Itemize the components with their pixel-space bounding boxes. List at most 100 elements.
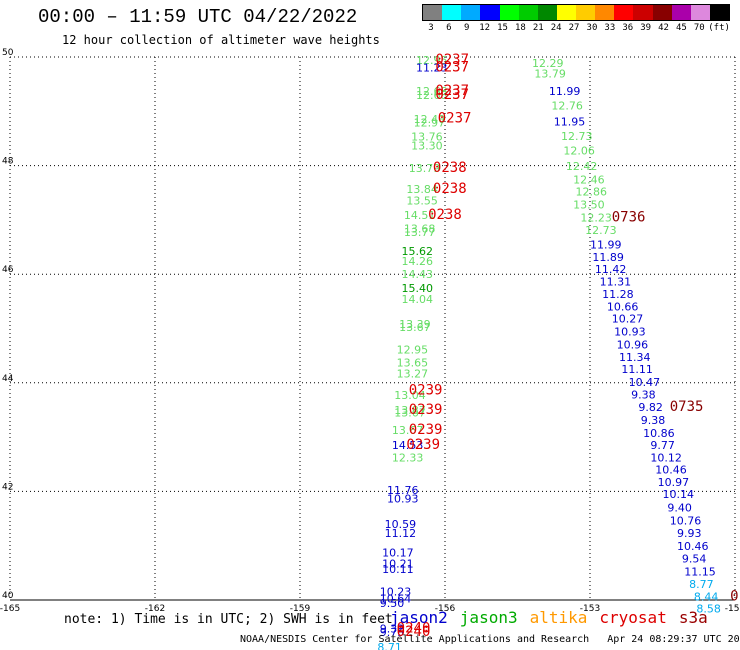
legend-swatch — [595, 5, 615, 20]
x-tick-label: -156 — [435, 604, 456, 614]
swh-label: 13.04 — [394, 389, 426, 402]
swh-label: 11.28 — [602, 288, 634, 301]
legend-swatch — [633, 5, 653, 20]
swh-label: 12.06 — [563, 145, 595, 158]
satellite-s3a: s3a — [678, 608, 708, 627]
swh-label: 11.23 — [416, 62, 448, 75]
y-tick-label: 48 — [2, 157, 14, 167]
swh-label: 13.65 — [397, 357, 429, 370]
swh-label: 13.77 — [404, 226, 436, 239]
swh-label: 13.67 — [399, 321, 431, 334]
time-label: 0735 — [670, 399, 704, 415]
legend-swatch — [671, 5, 691, 20]
swh-label: 12.42 — [566, 160, 598, 173]
swh-label: 12.23 — [580, 212, 612, 225]
legend-swatch — [480, 5, 500, 20]
swh-label: 12.95 — [416, 54, 448, 67]
swh-label: 11.11 — [621, 363, 653, 376]
swh-label: 14.51 — [404, 209, 436, 222]
swh-label: 11.89 — [592, 251, 624, 264]
swh-label: 8.77 — [689, 578, 714, 591]
time-label: 0 — [730, 589, 738, 605]
note-text: note: 1) Time is in UTC; 2) SWH is in fe… — [64, 612, 393, 627]
swh-label: 9.54 — [682, 553, 707, 566]
chart-subtitle: 12 hour collection of altimeter wave hei… — [62, 33, 380, 47]
swh-label: 10.93 — [387, 492, 419, 505]
swh-label: 12.33 — [392, 452, 424, 465]
swh-label: 13.87 — [394, 404, 426, 417]
y-tick-label: 46 — [2, 265, 14, 275]
swh-label: 15.62 — [402, 245, 434, 258]
legend-label: 21 — [532, 23, 544, 33]
legend-swatch — [556, 5, 576, 20]
swh-label: 11.34 — [619, 351, 651, 364]
legend-swatch — [461, 5, 481, 20]
swh-label: 10.17 — [382, 547, 414, 560]
swh-label: 12.68 — [416, 85, 448, 98]
swh-label: 9.77 — [650, 439, 675, 452]
swh-label: 9.75 — [380, 626, 405, 639]
swh-label: 11.95 — [554, 115, 586, 128]
swh-label: 9.50 — [380, 597, 405, 610]
swh-label: 13.67 — [394, 406, 426, 419]
legend-label: 15 — [497, 23, 508, 33]
legend-swatch — [709, 5, 729, 20]
swh-label: 8.71 — [377, 641, 402, 650]
swh-label: 9.38 — [641, 414, 666, 427]
legend-swatch — [690, 5, 710, 20]
legend-label: 12 — [479, 23, 491, 33]
swh-label: 10.11 — [382, 563, 414, 576]
swh-label: 9.40 — [667, 501, 692, 514]
swh-label: 14.04 — [402, 293, 434, 306]
satellite-cryosat: cryosat — [599, 608, 667, 627]
swh-label: 13.68 — [404, 222, 436, 235]
swh-label: 9.93 — [677, 527, 702, 540]
legend-label: 33 — [604, 23, 616, 33]
swh-label: 13.39 — [399, 318, 431, 331]
swh-label: 11.15 — [684, 566, 716, 579]
time-label: 0239 — [409, 383, 443, 399]
time-label: 0237 — [438, 111, 472, 127]
time-label: 0240 — [397, 624, 431, 640]
swh-label: 12.73 — [561, 130, 593, 143]
swh-label: 13.84 — [406, 183, 438, 196]
x-tick-label: -150 — [725, 604, 740, 614]
swh-label: 10.12 — [650, 452, 682, 465]
swh-label: 10.97 — [658, 476, 690, 489]
swh-label: 12.95 — [397, 343, 429, 356]
satellite-legend: jason2 jason3 altika cryosat s3a — [390, 608, 720, 627]
swh-label: 10.86 — [643, 427, 675, 440]
legend-label: 45 — [675, 23, 687, 33]
swh-label: 13.67 — [392, 424, 424, 437]
swh-label: 9.38 — [631, 389, 656, 402]
legend-swatch — [518, 5, 538, 20]
swh-label: 10.14 — [663, 488, 695, 501]
time-label: 0736 — [612, 210, 646, 226]
time-label: 0237 — [435, 60, 469, 76]
legend-swatches — [422, 4, 730, 21]
time-label: 0238 — [433, 160, 467, 176]
footer-timestamp: Apr 24 08:29:37 UTC 2022 — [607, 634, 740, 645]
swh-label: 13.50 — [573, 198, 605, 211]
swh-label: 10.59 — [385, 518, 417, 531]
legend-labels: 3 6 9 12 15 18 21 24 27 30 33 36 39 42 45 70 (ft) — [422, 23, 730, 33]
swh-label: 11.99 — [590, 239, 622, 252]
legend-label: 24 — [550, 23, 562, 33]
swh-label: 14.26 — [402, 255, 434, 268]
legend-label: 27 — [568, 23, 580, 33]
swh-label: 9.82 — [638, 401, 663, 414]
swh-label: 10.27 — [612, 313, 644, 326]
color-legend: 3 6 9 12 15 18 21 24 27 30 33 36 39 42 45 70 (ft) — [422, 4, 730, 33]
swh-label: 14.53 — [392, 439, 424, 452]
swh-label: 10.46 — [655, 463, 687, 476]
swh-label: 12.97 — [414, 117, 446, 130]
swh-label: 12.86 — [576, 185, 608, 198]
legend-swatch — [652, 5, 672, 20]
swh-label: 13.76 — [411, 131, 443, 144]
swh-label: 10.47 — [629, 376, 661, 389]
legend-label: 6 — [446, 23, 452, 33]
satellite-altika: altika — [529, 608, 588, 627]
swh-label: 8.44 — [694, 591, 719, 604]
y-tick-label: 42 — [2, 482, 13, 492]
